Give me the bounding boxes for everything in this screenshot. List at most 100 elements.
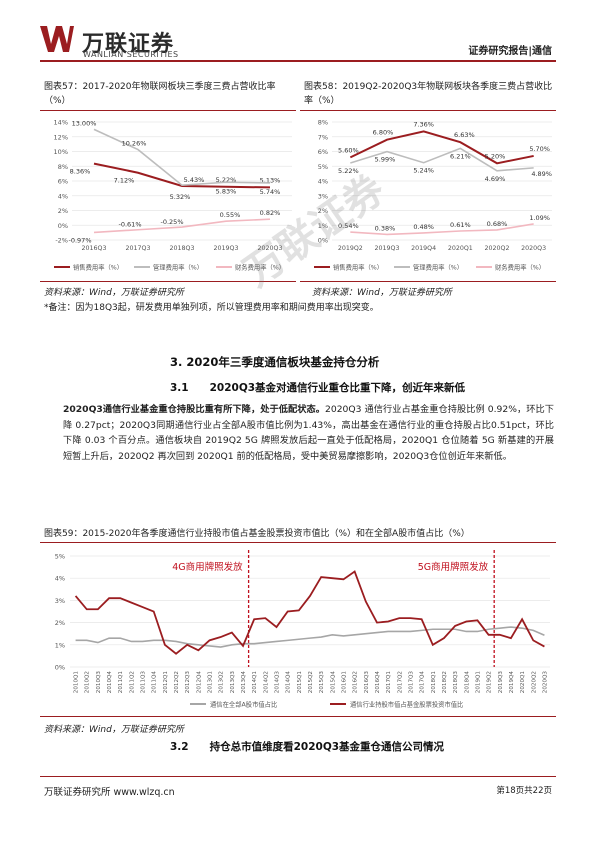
y-tick-label: 2% [55, 619, 65, 627]
data-label: 6.21% [450, 152, 471, 160]
series-line-2 [93, 128, 271, 187]
legend-label: 通信行业持股市值占基金股票投资市值比 [350, 700, 463, 709]
y-tick-label: 2% [318, 207, 328, 215]
data-label: 0.55% [220, 211, 241, 219]
legend-label: 管理费用率（%） [413, 263, 463, 272]
figure59-bottom-rule [40, 716, 556, 717]
x-tick-label: 2015Q2 [308, 671, 314, 693]
x-tick-label: 2013Q3 [230, 671, 236, 694]
x-tick-label: 2020Q1 [520, 671, 526, 694]
figure58-bottom-rule [300, 281, 556, 282]
x-tick-label: 2015Q4 [330, 671, 336, 694]
x-tick-label: 2015Q3 [319, 671, 325, 694]
x-tick-label: 2017Q3 [408, 671, 414, 694]
y-tick-label: 3% [55, 597, 65, 605]
y-tick-label: 0% [318, 237, 328, 245]
x-tick-label: 2019Q2 [338, 245, 363, 252]
data-label: 5.43% [184, 176, 205, 184]
x-tick-label: 2020Q1 [448, 245, 473, 252]
data-label: 5.83% [216, 187, 237, 195]
series-line-1 [75, 626, 545, 648]
x-tick-label: 2013Q2 [219, 671, 225, 693]
x-tick-label: 2016Q1 [341, 671, 347, 694]
figure59-title: 图表59：2015-2020年各季度通信行业持股市值占基金股票投资市值比（%）和… [44, 529, 470, 539]
subsection-heading-3-2: 3.2 持仓总市值维度看2020Q3基金重仓通信公司情况 [170, 741, 445, 753]
x-tick-label: 2014Q4 [286, 671, 292, 694]
chart-note: *备注：因为18Q3起，研发费用单独列项，所以管理费用率和期间费用率出现突变。 [44, 303, 379, 313]
x-tick-label: 2019Q3 [214, 245, 239, 252]
x-tick-label: 2016Q2 [353, 671, 359, 693]
data-label: 5.13% [260, 176, 281, 184]
y-tick-label: 0% [55, 664, 65, 672]
data-label: 0.54% [338, 222, 359, 230]
brand-name: 万联证券 [82, 32, 175, 57]
data-label: 5.20% [485, 152, 506, 160]
y-tick-label: 8% [318, 119, 328, 127]
data-label: 5.74% [260, 188, 281, 196]
header-divider [40, 60, 556, 62]
y-tick-label: 12% [54, 133, 68, 141]
data-label: 5.70% [529, 145, 550, 153]
x-tick-label: 2019Q3 [375, 245, 400, 252]
subsection-heading-3-1: 3.1 2020Q3基金对通信行业重仓比重下降，创近年来新低 [170, 382, 466, 394]
figure58-chart: 0% 1% 2% 3% 4% 5% 6% 7% 8% 2019Q2 2019Q3 2019Q4 2020… [314, 119, 552, 272]
figure58-title: 图表58：2019Q2-2020Q3年物联网板块各季度三费占营收比率（%） [304, 82, 553, 106]
section-paragraph: 2020Q3通信行业基金重仓持股比重有所下降，处于低配状态。2020Q3 通信行… [63, 402, 554, 464]
x-tick-label: 2012Q1 [163, 671, 169, 694]
y-tick-label: 5% [318, 163, 328, 171]
x-tick-label: 2013Q4 [241, 671, 247, 694]
report-type: 证券研究报告|通信 [468, 46, 552, 57]
data-label: 8.36% [70, 168, 91, 176]
y-tick-label: 0% [58, 222, 68, 230]
legend-label: 销售费用率（%） [73, 263, 123, 272]
x-tick-label: 2012Q2 [174, 671, 180, 693]
figure59-source: 资料来源：Wind，万联证券研究所 [44, 725, 184, 735]
data-label: 1.09% [529, 214, 550, 222]
x-tick-label: 2011Q3 [141, 671, 147, 694]
y-tick-label: 6% [58, 178, 68, 186]
y-tick-label: 1% [318, 222, 328, 230]
x-tick-label: 2011Q1 [118, 671, 124, 694]
wanlian-logo-icon [40, 26, 74, 52]
y-tick-label: 5% [55, 553, 65, 561]
figure57-bottom-rule [40, 281, 296, 282]
page-number: 第18页共22页 [496, 786, 552, 796]
data-label: -0.97% [69, 236, 92, 244]
figure57-title: 图表57：2017-2020年物联网板块三季度三费占营收比率（%） [44, 82, 276, 106]
legend-label: 财务费用率（%） [495, 263, 545, 272]
x-tick-label: 2017Q2 [397, 671, 403, 693]
y-tick-label: 3% [318, 192, 328, 200]
data-label: 0.82% [260, 209, 281, 217]
x-tick-label: 2010Q1 [74, 671, 80, 694]
series-line-3 [93, 218, 271, 234]
figure57-chart: -2% 0% 2% 4% 6% 8% 10% 12% 14% 2016Q3 2017Q3 2018Q3… [54, 119, 292, 272]
x-tick-label: 2018Q3 [170, 245, 195, 252]
x-tick-label: 2017Q1 [386, 671, 392, 694]
figure58-top-rule [300, 110, 556, 111]
figure58-source: 资料来源：Wind，万联证券研究所 [312, 288, 452, 298]
x-tick-label: 2011Q2 [129, 671, 135, 693]
series-line-1 [93, 162, 271, 189]
data-label: 7.12% [114, 177, 135, 185]
data-label: 5.99% [375, 156, 396, 164]
y-tick-label: 14% [54, 119, 68, 127]
y-tick-label: -2% [55, 237, 68, 245]
x-tick-label: 2014Q3 [275, 671, 281, 694]
figure59-top-rule [40, 542, 556, 543]
x-tick-label: 2018Q4 [464, 671, 470, 694]
x-tick-label: 2019Q3 [498, 671, 504, 694]
x-tick-label: 2020Q2 [485, 245, 510, 252]
x-tick-label: 2016Q3 [82, 245, 107, 252]
x-tick-label: 2018Q1 [431, 671, 437, 694]
data-label: 5.60% [338, 146, 359, 154]
data-label: 13.00% [72, 119, 97, 127]
data-label: 4.89% [531, 170, 552, 178]
figure57-top-rule [40, 110, 296, 111]
x-tick-label: 2020Q3 [542, 671, 548, 694]
footer-divider [40, 776, 556, 777]
figure59-chart: 0% 1% 2% 3% 4% 5% 2010Q1 2010Q2 2010Q3 2010Q4 2011… [55, 550, 550, 709]
x-tick-label: 2016Q4 [375, 671, 381, 694]
x-tick-label: 2015Q1 [297, 671, 303, 694]
x-tick-label: 2020Q3 [521, 245, 546, 252]
section-heading: 3. 2020年三季度通信板块基金持仓分析 [170, 355, 380, 369]
